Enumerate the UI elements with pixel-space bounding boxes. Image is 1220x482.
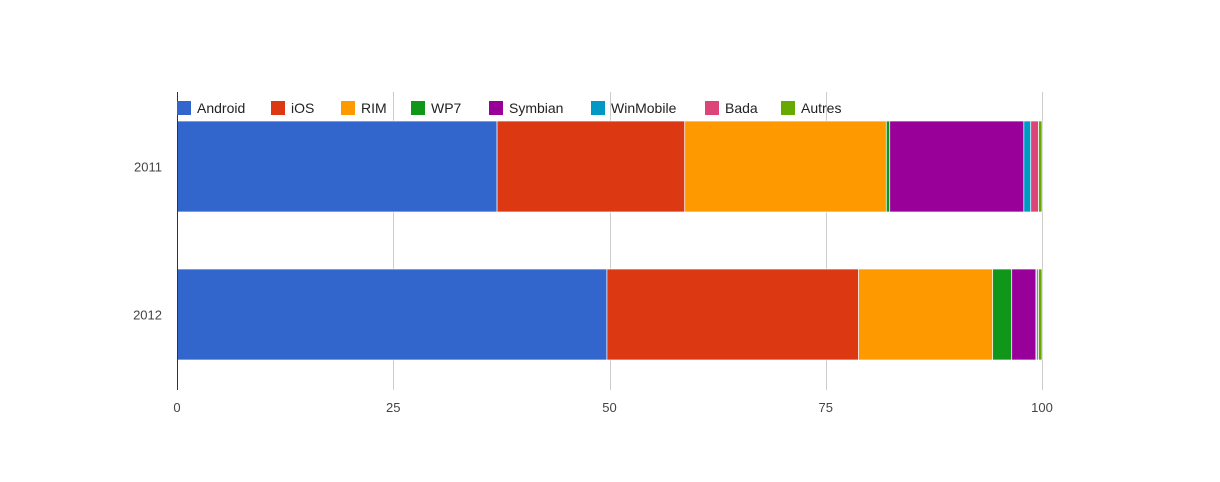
legend-item-winmobile[interactable]: WinMobile: [591, 100, 677, 116]
bar-2011-winmobile[interactable]: [1023, 120, 1032, 213]
legend-label: RIM: [361, 100, 387, 116]
bar-2012-rim[interactable]: [858, 268, 994, 361]
legend-label: Symbian: [509, 100, 563, 116]
legend-swatch: [705, 101, 719, 115]
bar-2011-autres[interactable]: [1038, 120, 1043, 213]
legend-swatch: [489, 101, 503, 115]
legend-item-symbian[interactable]: Symbian: [489, 100, 563, 116]
legend-swatch: [177, 101, 191, 115]
legend-label: iOS: [291, 100, 314, 116]
bar-2011-wp7[interactable]: [885, 120, 891, 213]
x-tick-label: 0: [173, 400, 180, 415]
bar-2011-android[interactable]: [176, 120, 498, 213]
legend-swatch: [271, 101, 285, 115]
legend-item-android[interactable]: Android: [177, 100, 245, 116]
legend-label: Android: [197, 100, 245, 116]
bar-2012-symbian[interactable]: [1011, 268, 1037, 361]
bar-2011-bada[interactable]: [1030, 120, 1039, 213]
bar-2012-autres[interactable]: [1038, 268, 1043, 361]
bar-2012-wp7[interactable]: [992, 268, 1013, 361]
legend-item-rim[interactable]: RIM: [341, 100, 387, 116]
legend: Android iOS RIM WP7 Symbian WinMobile Bada Autr…: [177, 100, 841, 116]
x-axis-ticks: 0 25 50 75 100: [173, 400, 1052, 415]
x-tick-label: 75: [819, 400, 833, 415]
bar-2012-ios[interactable]: [606, 268, 859, 361]
legend-swatch: [591, 101, 605, 115]
legend-item-bada[interactable]: Bada: [705, 100, 758, 116]
y-axis-ticks: 2011 2012: [133, 160, 162, 323]
legend-item-ios[interactable]: iOS: [271, 100, 314, 116]
bar-2011-rim[interactable]: [684, 120, 887, 213]
bar-2011-ios[interactable]: [496, 120, 686, 213]
legend-item-autres[interactable]: Autres: [781, 100, 841, 116]
x-tick-label: 25: [386, 400, 400, 415]
y-category-label: 2011: [134, 160, 162, 175]
legend-swatch: [341, 101, 355, 115]
legend-item-wp7[interactable]: WP7: [411, 100, 462, 116]
y-category-label: 2012: [133, 308, 162, 323]
legend-label: WinMobile: [611, 100, 677, 116]
legend-swatch: [411, 101, 425, 115]
x-tick-label: 50: [602, 400, 616, 415]
bars: [176, 120, 1043, 361]
legend-label: Bada: [725, 100, 758, 116]
bar-2012-android[interactable]: [176, 268, 608, 361]
legend-label: Autres: [801, 100, 841, 116]
bar-2011-symbian[interactable]: [889, 120, 1025, 213]
legend-label: WP7: [431, 100, 462, 116]
x-tick-label: 100: [1031, 400, 1053, 415]
legend-swatch: [781, 101, 795, 115]
